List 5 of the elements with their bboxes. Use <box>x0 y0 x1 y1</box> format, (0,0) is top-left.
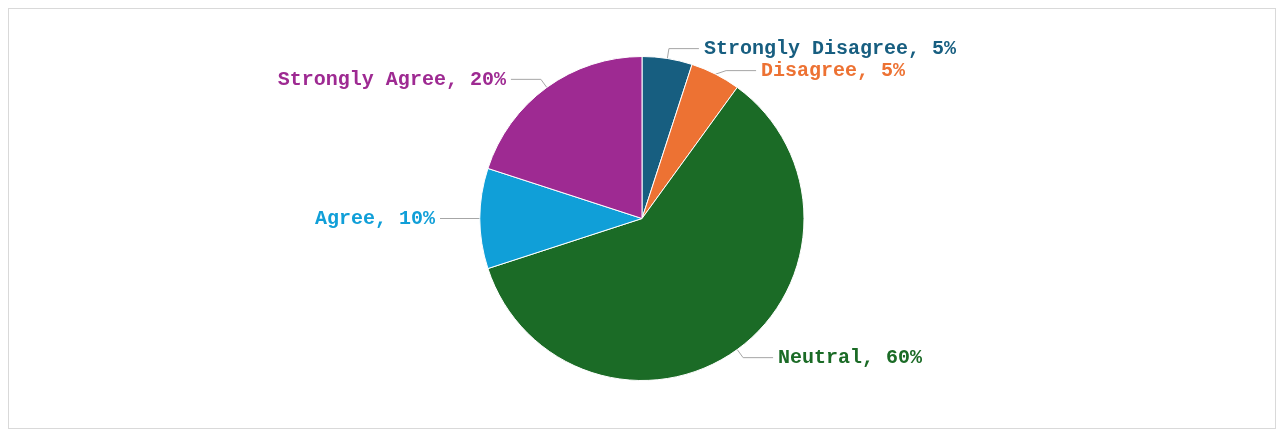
slice-label: Agree, 10% <box>314 207 436 230</box>
slice-label: Strongly Disagree, 5% <box>703 37 957 61</box>
slice-label: Neutral, 60% <box>778 346 924 370</box>
slice-label: Strongly Agree, 20% <box>277 67 507 91</box>
slice-label: Disagree, 5% <box>761 59 907 83</box>
